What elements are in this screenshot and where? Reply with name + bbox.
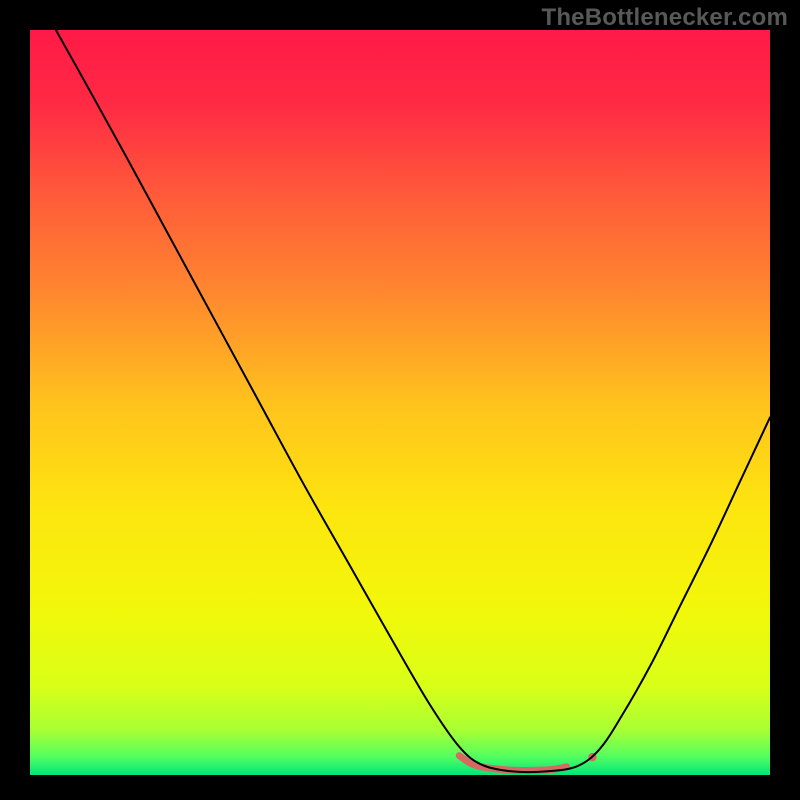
bottleneck-curve-chart <box>30 30 770 775</box>
watermark-text: TheBottlenecker.com <box>541 4 788 32</box>
chart-frame: TheBottlenecker.com <box>0 0 800 800</box>
gradient-background <box>30 30 770 775</box>
